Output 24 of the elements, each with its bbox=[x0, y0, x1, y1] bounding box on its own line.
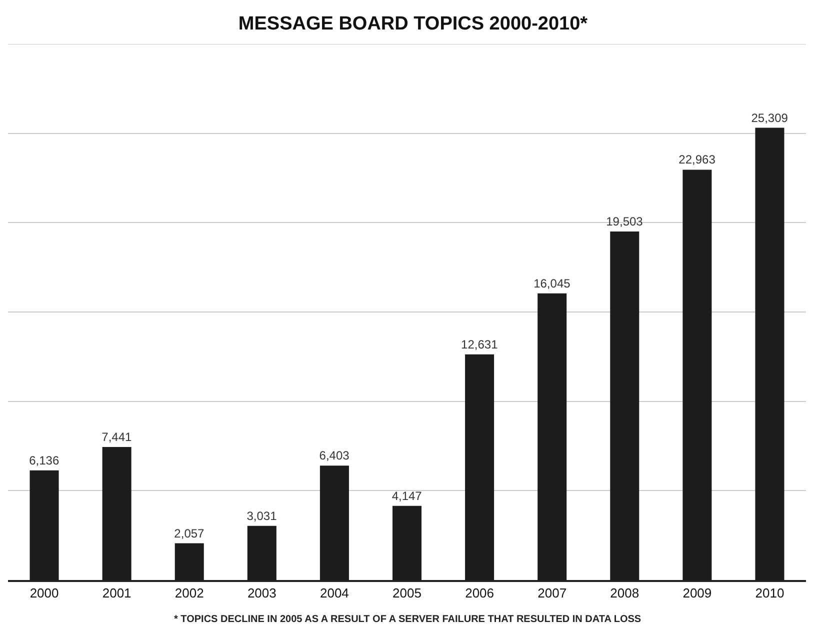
x-tick-label: 2001 bbox=[102, 586, 132, 601]
data-label: 4,147 bbox=[392, 488, 422, 503]
data-label: 22,963 bbox=[678, 152, 716, 167]
data-label: 6,403 bbox=[319, 448, 350, 463]
x-tick-label: 2007 bbox=[538, 586, 567, 601]
x-tick-label: 2002 bbox=[174, 586, 204, 601]
data-label: 12,631 bbox=[461, 337, 498, 352]
data-label: 19,503 bbox=[606, 214, 644, 229]
x-tick-label: 2009 bbox=[682, 586, 712, 601]
x-tick-label: 2008 bbox=[610, 586, 640, 601]
data-label: 7,441 bbox=[102, 430, 132, 444]
x-tick-label: 2005 bbox=[392, 586, 422, 601]
data-label: 2,057 bbox=[174, 526, 205, 540]
x-tick-label: 2000 bbox=[30, 586, 59, 601]
chart-title: MESSAGE BOARD TOPICS 2000-2010* bbox=[238, 13, 588, 34]
data-label: 6,136 bbox=[29, 453, 60, 468]
x-tick-label: 2004 bbox=[320, 586, 349, 601]
x-tick-label: 2010 bbox=[755, 586, 784, 601]
x-tick-label: 2006 bbox=[465, 586, 494, 601]
text: * TOPICS DECLINE IN 2005 AS A RESULT OF A SERVER FAILURE THAT RESULTED IN DATA LOSS bbox=[174, 614, 642, 625]
x-tick-label: 2003 bbox=[247, 586, 276, 601]
data-label: 16,045 bbox=[534, 276, 571, 290]
data-label: 3,031 bbox=[246, 508, 278, 523]
data-label: 25,309 bbox=[751, 110, 788, 125]
